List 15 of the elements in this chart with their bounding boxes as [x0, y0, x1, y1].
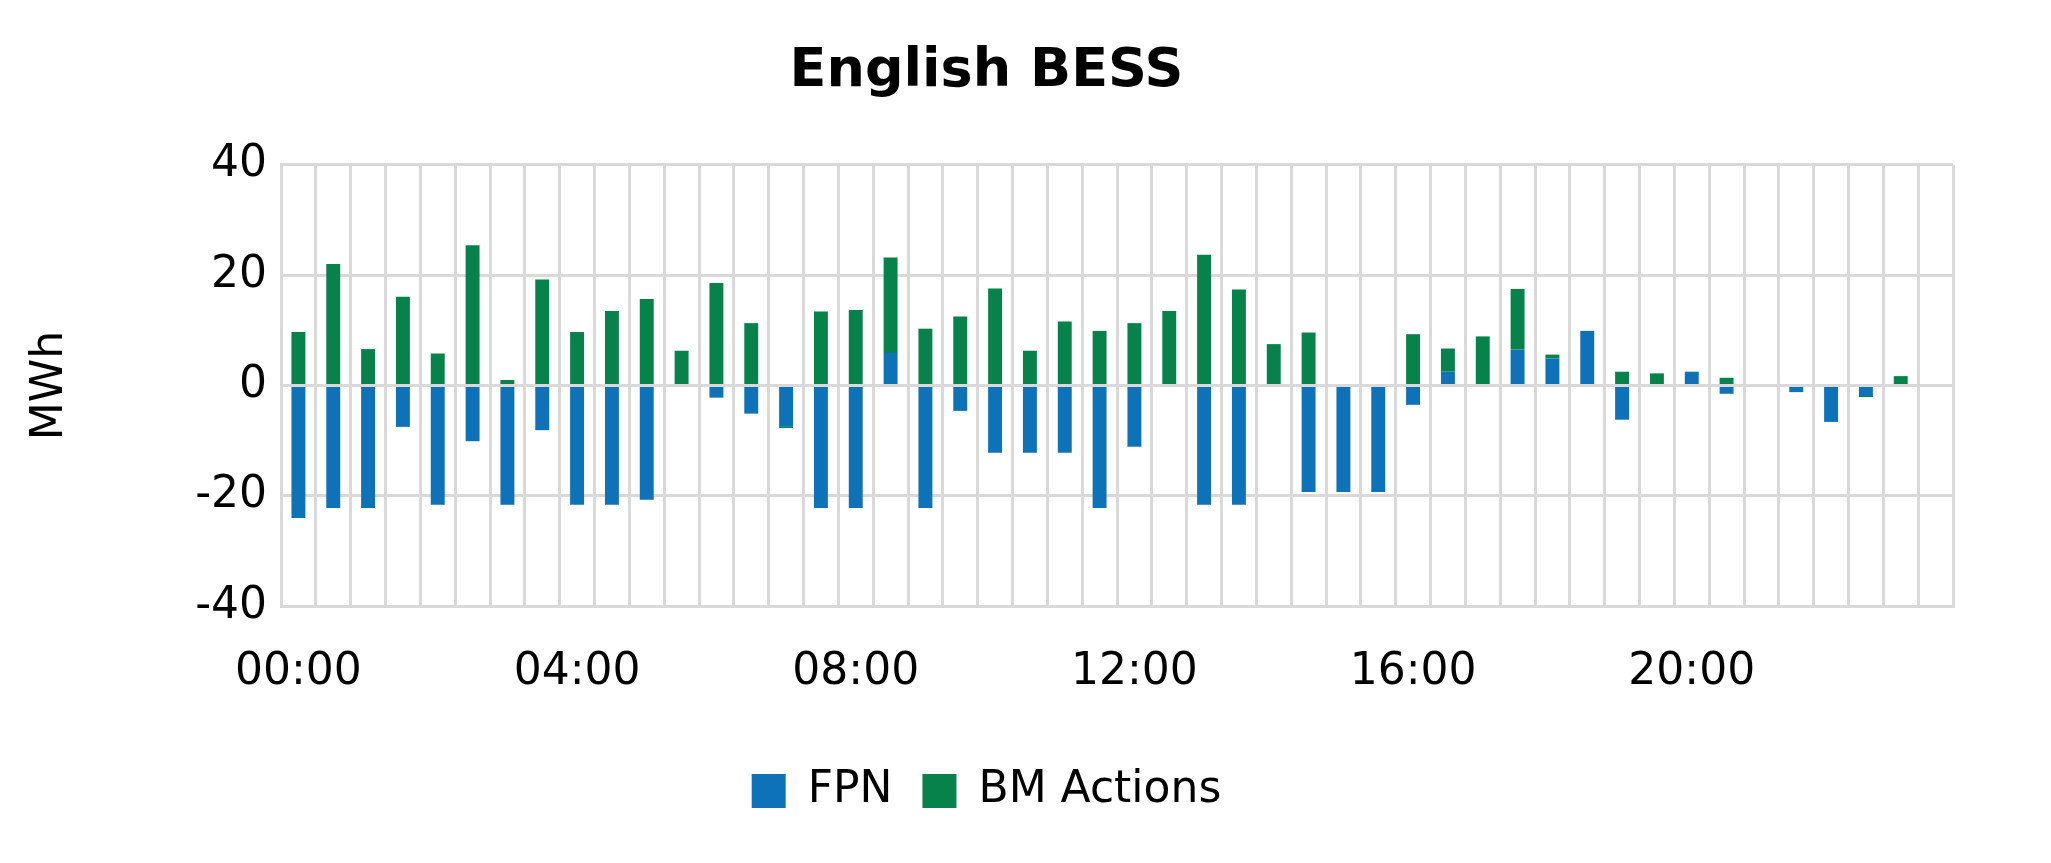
- y-tick-label: -40: [195, 576, 267, 628]
- legend-label: FPN: [807, 761, 893, 813]
- x-tick-label: 20:00: [1628, 643, 1756, 695]
- x-tick-label: 04:00: [513, 643, 641, 695]
- y-tick-label: 20: [211, 245, 267, 297]
- y-tick-label: 40: [211, 135, 267, 187]
- x-tick-label: 08:00: [792, 643, 920, 695]
- x-tick-label: 12:00: [1071, 643, 1198, 695]
- y-axis-title: MWh: [20, 330, 72, 441]
- y-tick-label: 0: [239, 355, 267, 407]
- chart-title: English BESS: [789, 36, 1184, 100]
- x-tick-label: 00:00: [235, 643, 362, 695]
- y-tick-label: -20: [195, 466, 267, 518]
- legend-label: BM Actions: [978, 761, 1222, 813]
- x-tick-label: 16:00: [1349, 643, 1477, 695]
